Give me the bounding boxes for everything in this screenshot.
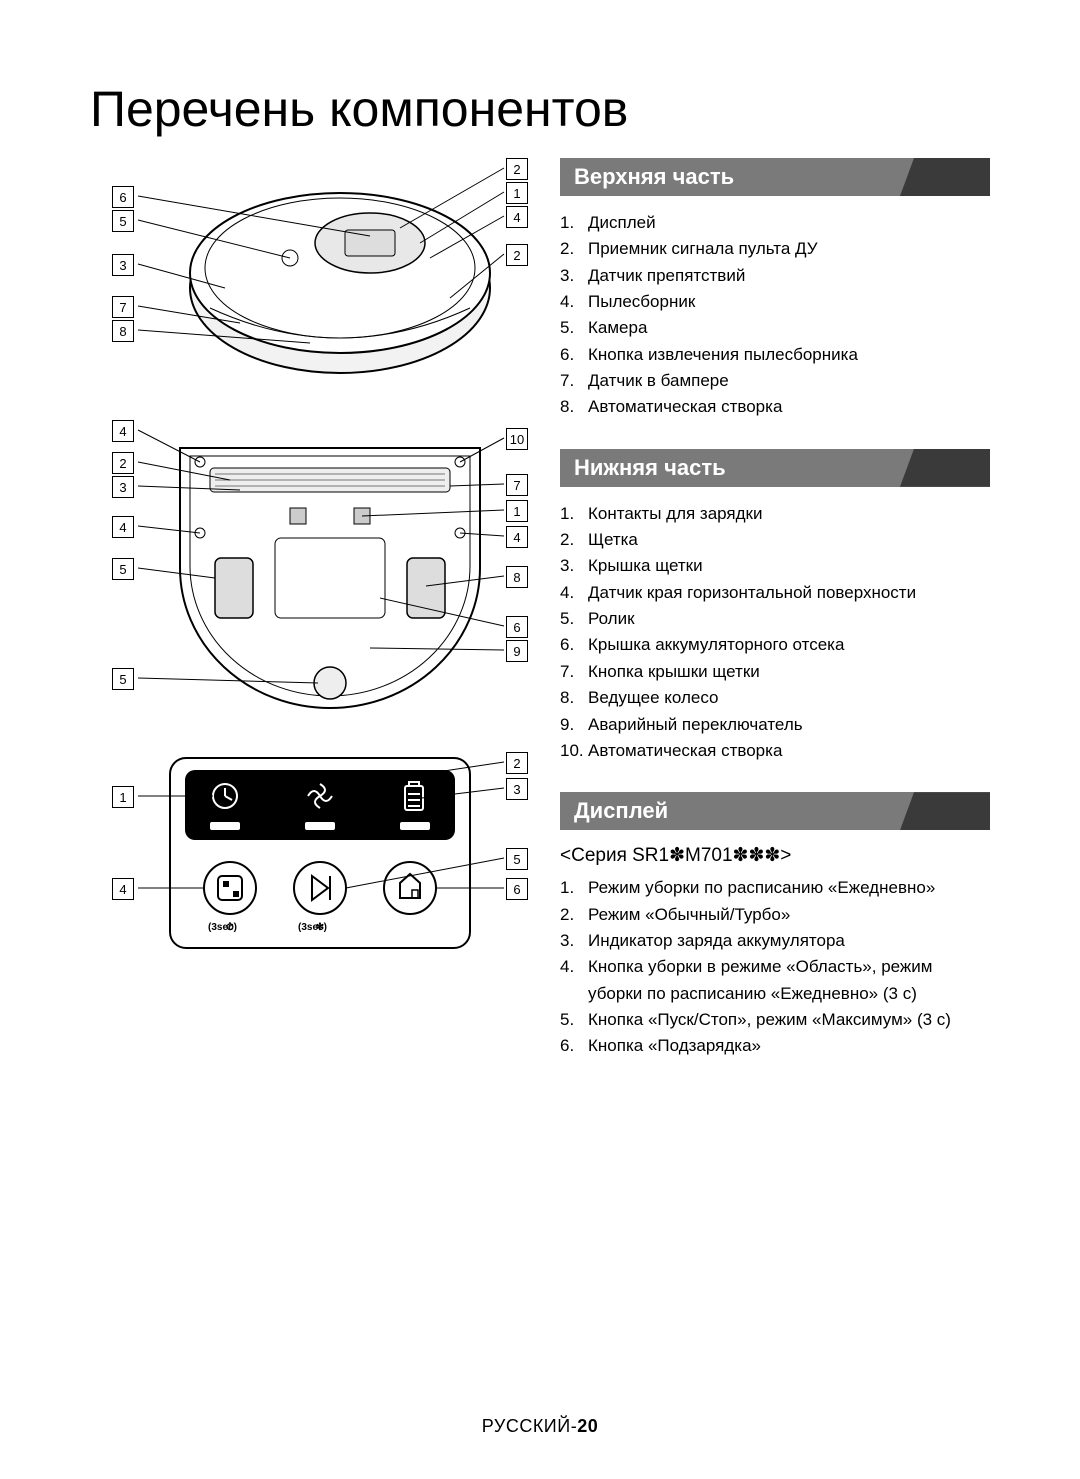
- list-item: Автоматическая створка: [560, 738, 990, 764]
- callout-top-l-4: 8: [112, 320, 134, 342]
- callout-bot-l-3: 4: [112, 516, 134, 538]
- list-display: Режим уборки по расписанию «Ежедневно» Р…: [560, 875, 990, 1059]
- list-item: Индикатор заряда аккумулятора: [560, 928, 990, 954]
- diagram-bottom-view: 4 2 3 4 5 5 10 7 1 4 8 6 9: [90, 418, 530, 718]
- list-item: Режим уборки по расписанию «Ежедневно»: [560, 875, 990, 901]
- callout-bot-r-0: 10: [506, 428, 528, 450]
- list-item: Дисплей: [560, 210, 990, 236]
- callout-disp-l-1: 4: [112, 878, 134, 900]
- list-item: Ролик: [560, 606, 990, 632]
- list-item: Автоматическая створка: [560, 394, 990, 420]
- callout-top-l-0: 6: [112, 186, 134, 208]
- display-svg: ⏱ ✻: [90, 748, 530, 968]
- list-item: Крышка щетки: [560, 553, 990, 579]
- button-sublabel-0: (3sec): [208, 922, 237, 933]
- bottom-view-svg: [90, 418, 530, 718]
- footer-lang: РУССКИЙ: [482, 1416, 571, 1436]
- list-item: Крышка аккумуляторного отсека: [560, 632, 990, 658]
- list-item: Кнопка извлечения пылесборника: [560, 342, 990, 368]
- list-item: Кнопка уборки в режиме «Область», режим …: [560, 954, 990, 1007]
- page-footer: РУССКИЙ-20: [0, 1416, 1080, 1437]
- callout-disp-r-2: 5: [506, 848, 528, 870]
- section-header-display: Дисплей: [560, 792, 990, 830]
- list-item: Приемник сигнала пульта ДУ: [560, 236, 990, 262]
- callout-top-r-1: 1: [506, 182, 528, 204]
- page-title: Перечень компонентов: [90, 80, 990, 138]
- callout-top-r-3: 2: [506, 244, 528, 266]
- top-view-svg: [90, 158, 530, 388]
- callout-bot-l-4: 5: [112, 558, 134, 580]
- callout-disp-r-0: 2: [506, 752, 528, 774]
- callout-bot-l-0: 4: [112, 420, 134, 442]
- display-subheading: <Серия SR1✽M701✽✽✽>: [560, 844, 990, 867]
- list-item: Камера: [560, 315, 990, 341]
- callout-top-l-2: 3: [112, 254, 134, 276]
- footer-page: 20: [577, 1416, 598, 1436]
- callout-bot-r-3: 4: [506, 526, 528, 548]
- list-top: Дисплей Приемник сигнала пульта ДУ Датчи…: [560, 210, 990, 421]
- callout-bot-l-1: 2: [112, 452, 134, 474]
- callout-top-l-3: 7: [112, 296, 134, 318]
- callout-bot-r-6: 9: [506, 640, 528, 662]
- callout-disp-r-1: 3: [506, 778, 528, 800]
- callout-bot-l-2: 3: [112, 476, 134, 498]
- section-header-bottom: Нижняя часть: [560, 449, 990, 487]
- callout-bot-r-5: 6: [506, 616, 528, 638]
- section-header-top-text: Верхняя часть: [574, 164, 734, 189]
- callout-disp-r-3: 6: [506, 878, 528, 900]
- section-header-bottom-text: Нижняя часть: [574, 455, 726, 480]
- diagrams-column: 6 5 3 7 8 2 1 4 2: [90, 158, 530, 1088]
- section-header-top: Верхняя часть: [560, 158, 990, 196]
- list-item: Датчик в бампере: [560, 368, 990, 394]
- list-item: Датчик края горизонтальной поверхности: [560, 580, 990, 606]
- list-item: Контакты для зарядки: [560, 501, 990, 527]
- callout-disp-l-0: 1: [112, 786, 134, 808]
- callout-top-r-2: 4: [506, 206, 528, 228]
- list-item: Датчик препятствий: [560, 263, 990, 289]
- list-item: Щетка: [560, 527, 990, 553]
- section-header-display-text: Дисплей: [574, 798, 668, 823]
- callout-bot-r-1: 7: [506, 474, 528, 496]
- list-item: Ведущее колесо: [560, 685, 990, 711]
- list-item: Кнопка крышки щетки: [560, 659, 990, 685]
- text-column: Верхняя часть Дисплей Приемник сигнала п…: [560, 158, 990, 1088]
- list-item: Аварийный переключатель: [560, 712, 990, 738]
- list-item: Режим «Обычный/Турбо»: [560, 902, 990, 928]
- list-item: Кнопка «Подзарядка»: [560, 1033, 990, 1059]
- diagram-display-panel: ⏱ ✻ 1 4 2 3 5 6 (3sec) (3sec): [90, 748, 530, 968]
- diagram-top-view: 6 5 3 7 8 2 1 4 2: [90, 158, 530, 388]
- list-item: Кнопка «Пуск/Стоп», режим «Максимум» (3 …: [560, 1007, 990, 1033]
- callout-bot-r-4: 8: [506, 566, 528, 588]
- content-area: 6 5 3 7 8 2 1 4 2: [90, 158, 990, 1088]
- callout-top-l-1: 5: [112, 210, 134, 232]
- list-bottom: Контакты для зарядки Щетка Крышка щетки …: [560, 501, 990, 764]
- list-item: Пылесборник: [560, 289, 990, 315]
- callout-bot-l-5: 5: [112, 668, 134, 690]
- button-sublabel-1: (3sec): [298, 922, 327, 933]
- callout-top-r-0: 2: [506, 158, 528, 180]
- callout-bot-r-2: 1: [506, 500, 528, 522]
